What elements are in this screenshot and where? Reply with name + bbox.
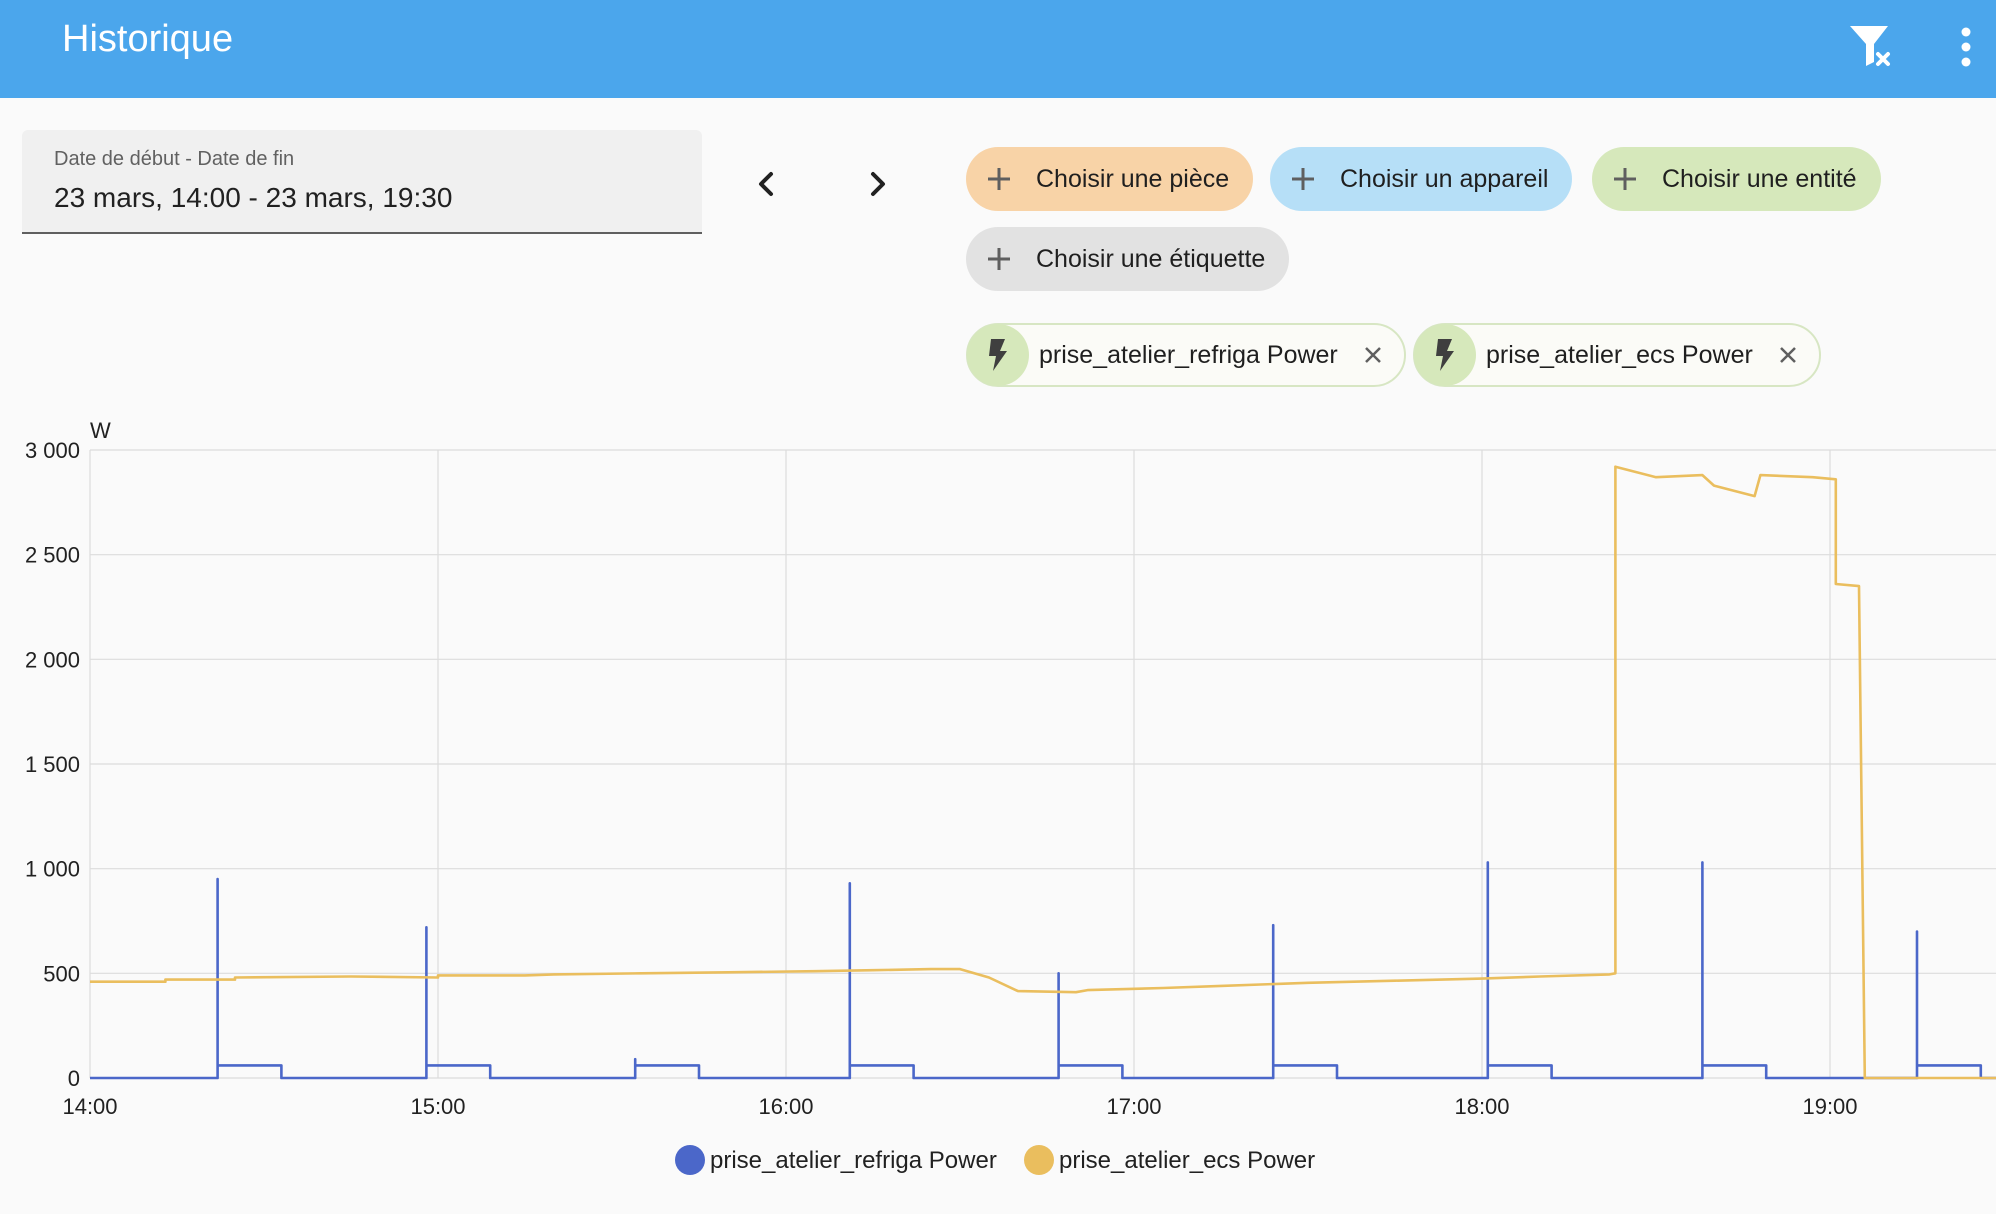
y-tick-label: 3 000 <box>25 438 80 463</box>
date-range-value: 23 mars, 14:00 - 23 mars, 19:30 <box>54 182 453 213</box>
app-header: Historique <box>0 0 1996 98</box>
choose-device-label: Choisir un appareil <box>1340 164 1549 193</box>
series-line-1 <box>90 465 1996 1080</box>
flash-icon <box>967 324 1029 386</box>
selected-entity-chip[interactable]: prise_atelier_ecs Power <box>1413 323 1821 387</box>
y-tick-label: 1 000 <box>25 857 80 882</box>
legend-marker <box>675 1145 705 1175</box>
plus-icon <box>988 248 1010 270</box>
chevron-left-icon <box>759 172 773 196</box>
y-axis-unit: W <box>90 418 111 443</box>
selected-entity-chip[interactable]: prise_atelier_refriga Power <box>966 323 1406 387</box>
legend-label: prise_atelier_ecs Power <box>1059 1147 1315 1174</box>
date-range-picker[interactable]: Date de début - Date de fin 23 mars, 14:… <box>22 130 702 234</box>
plus-icon <box>1292 168 1314 190</box>
choose-area-button[interactable]: Choisir une pièce <box>966 147 1254 211</box>
x-tick-label: 18:00 <box>1454 1094 1509 1119</box>
plus-icon <box>1614 168 1636 190</box>
y-tick-label: 2 500 <box>25 543 80 568</box>
legend-marker <box>1024 1145 1054 1175</box>
flash-icon <box>1414 324 1476 386</box>
close-icon[interactable] <box>1360 342 1386 368</box>
series-line-0 <box>90 861 1996 1080</box>
x-tick-label: 16:00 <box>758 1094 813 1119</box>
y-tick-label: 2 000 <box>25 647 80 672</box>
chip-label: prise_atelier_refriga Power <box>1039 340 1338 369</box>
choose-entity-button[interactable]: Choisir une entité <box>1592 147 1881 211</box>
y-tick-label: 1 500 <box>25 752 80 777</box>
previous-period-button[interactable] <box>740 158 792 210</box>
x-tick-label: 14:00 <box>62 1094 117 1119</box>
x-tick-label: 15:00 <box>410 1094 465 1119</box>
more-vertical-icon[interactable] <box>1944 20 1988 76</box>
chip-label: prise_atelier_ecs Power <box>1486 340 1753 369</box>
next-period-button[interactable] <box>852 158 904 210</box>
date-range-label: Date de début - Date de fin <box>54 148 295 170</box>
y-tick-label: 500 <box>43 961 80 986</box>
choose-area-label: Choisir une pièce <box>1036 164 1230 193</box>
x-tick-label: 19:00 <box>1802 1094 1857 1119</box>
choose-entity-label: Choisir une entité <box>1662 164 1857 193</box>
x-tick-label: 17:00 <box>1106 1094 1161 1119</box>
legend-label: prise_atelier_refriga Power <box>710 1147 997 1174</box>
page-title: Historique <box>62 18 234 60</box>
y-tick-label: 0 <box>68 1066 80 1091</box>
choose-device-button[interactable]: Choisir un appareil <box>1270 147 1573 211</box>
choose-label-label: Choisir une étiquette <box>1036 244 1266 273</box>
chevron-right-icon <box>871 172 885 196</box>
close-icon[interactable] <box>1775 342 1801 368</box>
choose-label-button[interactable]: Choisir une étiquette <box>966 227 1290 291</box>
filter-remove-icon[interactable] <box>1844 20 1900 76</box>
plus-icon <box>988 168 1010 190</box>
history-chart: 0 500 1 000 1 500 2 000 2 500 3 000 14:00 15:00 1… <box>25 418 1996 1175</box>
